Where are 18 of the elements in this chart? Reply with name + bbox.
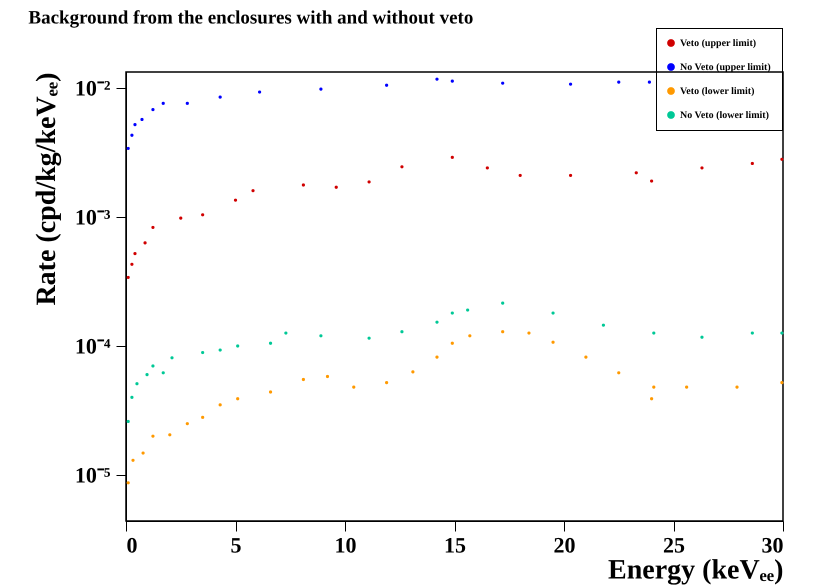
y-tick-label: 10⁻² — [74, 75, 111, 100]
x-tick-label: 0 — [126, 532, 138, 558]
legend-label: Veto (lower limit) — [680, 86, 754, 97]
legend-label: Veto (upper limit) — [680, 38, 756, 49]
y-tick-label: 10⁻³ — [74, 204, 111, 230]
x-tick-label: 10 — [334, 532, 356, 558]
y-axis-title: Rate (cpd/kg/keVₑₑ) — [30, 72, 62, 306]
legend-label: No Veto (lower limit) — [680, 110, 769, 121]
chart-title: Background from the enclosures with and without veto — [28, 8, 474, 28]
x-tick-label: 25 — [663, 532, 685, 558]
x-tick-label: 30 — [762, 532, 784, 558]
x-tick-label: 5 — [230, 532, 242, 558]
y-tick-label: 10⁻⁵ — [74, 462, 111, 488]
x-tick-label: 15 — [444, 532, 466, 558]
y-tick-label: 10⁻⁴ — [74, 333, 111, 358]
legend-label: No Veto (upper limit) — [680, 62, 771, 73]
x-axis-title: Energy (keVₑₑ) — [608, 554, 784, 586]
x-tick-label: 20 — [554, 532, 576, 558]
